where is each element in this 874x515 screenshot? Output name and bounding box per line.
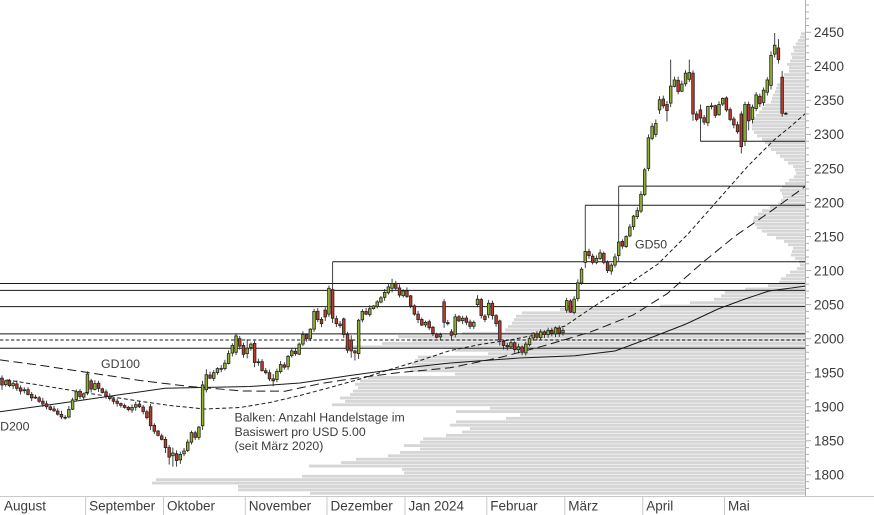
svg-text:2050: 2050: [814, 297, 844, 312]
svg-text:1950: 1950: [814, 366, 844, 381]
svg-text:(seit März 2020): (seit März 2020): [235, 439, 324, 453]
svg-text:Dezember: Dezember: [331, 499, 394, 514]
svg-text:2400: 2400: [814, 59, 844, 74]
svg-text:November: November: [249, 499, 312, 514]
svg-text:1850: 1850: [814, 434, 844, 449]
svg-text:Oktober: Oktober: [167, 499, 216, 514]
svg-text:GD200: GD200: [0, 420, 30, 434]
svg-text:Balken: Anzahl Handelstage im: Balken: Anzahl Handelstage im: [235, 411, 405, 425]
svg-text:2100: 2100: [814, 263, 844, 278]
svg-text:2450: 2450: [814, 25, 844, 40]
svg-text:März: März: [568, 499, 598, 514]
svg-text:April: April: [646, 499, 673, 514]
svg-text:1900: 1900: [814, 400, 844, 415]
svg-text:2000: 2000: [814, 332, 844, 347]
svg-text:2150: 2150: [814, 229, 844, 244]
svg-text:2350: 2350: [814, 93, 844, 108]
svg-text:1800: 1800: [814, 468, 844, 483]
svg-text:Basiswert pro USD 5.00: Basiswert pro USD 5.00: [235, 425, 366, 439]
svg-text:Jan 2024: Jan 2024: [409, 499, 465, 514]
svg-text:2200: 2200: [814, 195, 844, 210]
svg-text:September: September: [89, 499, 156, 514]
svg-text:2250: 2250: [814, 161, 844, 176]
svg-text:Mai: Mai: [728, 499, 750, 514]
svg-text:GD50: GD50: [635, 238, 667, 252]
svg-text:2300: 2300: [814, 127, 844, 142]
svg-text:Februar: Februar: [490, 499, 538, 514]
svg-text:GD100: GD100: [101, 357, 140, 371]
svg-text:August: August: [4, 499, 46, 514]
